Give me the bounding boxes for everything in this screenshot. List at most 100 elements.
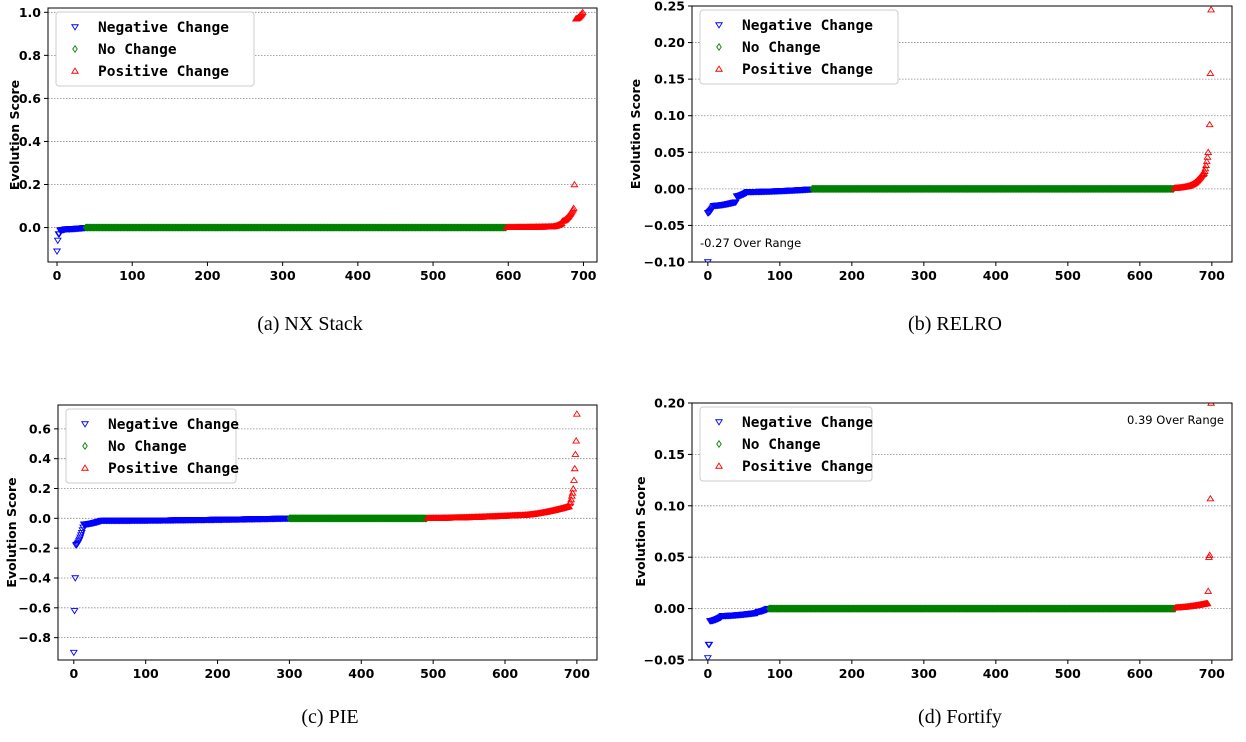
over-range-annotation: -0.27 Over Range: [700, 236, 801, 250]
legend-entry: Positive Change: [742, 62, 873, 78]
series-positive: [502, 8, 587, 231]
data-point: [567, 495, 576, 503]
chart-panel-4: −0.05 0.00 0.05 0.10 0.15 0.20 0 100 200 300 400 50…: [633, 396, 1233, 728]
panel-caption: (b) RELRO: [908, 313, 1002, 335]
data-point: [1207, 403, 1216, 406]
y-axis-label: Evolution Score: [628, 79, 643, 189]
y-tick-label: 0.10: [654, 108, 685, 123]
y-tick-label: 0.00: [654, 601, 685, 616]
data-point: [70, 608, 79, 615]
x-tick-label: 300: [276, 666, 302, 681]
y-tick-label: 0.10: [654, 498, 685, 513]
y-tick-label: 0.00: [654, 181, 685, 196]
data-point: [77, 529, 86, 537]
legend: [699, 406, 873, 482]
y-tick-label: 0.6: [29, 421, 51, 436]
x-tick-label: 300: [270, 268, 296, 283]
x-tick-label: 100: [767, 268, 793, 283]
x-tick-label: 100: [767, 666, 793, 681]
legend-marker: [70, 24, 80, 31]
data-point: [731, 199, 740, 206]
data-point: [1204, 553, 1213, 560]
y-tick-label: 0.05: [654, 550, 685, 565]
axes-frame: [57, 404, 598, 661]
legend-marker: [714, 419, 724, 426]
legend-marker: [72, 45, 78, 53]
chart-panel-3: −0.8 −0.6 −0.4 −0.2 0.0 0.2 0.4 0.6 0 100 200 300 40…: [4, 404, 598, 728]
y-tick-label: 0.15: [654, 72, 685, 87]
data-point: [703, 655, 712, 660]
y-tick-label: −0.10: [644, 255, 686, 270]
y-tick-label: 0.2: [29, 481, 51, 496]
x-tick-label: 200: [839, 268, 865, 283]
x-tick-label: 500: [1055, 268, 1081, 283]
y-tick-label: 0.0: [29, 511, 51, 526]
y-axis-label: Evolution Score: [4, 477, 19, 587]
data-point: [569, 476, 579, 483]
data-points: [53, 8, 587, 255]
chart-panel-2: −0.10 −0.05 0.00 0.05 0.10 0.15 0.20 0.25 0 100 20…: [628, 0, 1233, 335]
x-tick-label: 700: [1199, 666, 1225, 681]
x-tick-label: 0: [69, 666, 78, 681]
data-point: [705, 641, 714, 649]
y-tick-label: 0.20: [654, 35, 685, 50]
data-points: [703, 403, 1216, 660]
panel-caption: (d) Fortify: [918, 706, 1002, 728]
y-tick-label: 0.05: [654, 145, 685, 160]
data-point: [1207, 6, 1216, 13]
legend-entry: Negative Change: [742, 18, 873, 34]
series-nochange: [766, 604, 1178, 613]
series-negative: [703, 186, 816, 262]
x-tick-label: 100: [119, 268, 145, 283]
y-tick-label: 0.25: [654, 0, 685, 14]
axes-frame: [47, 7, 598, 263]
data-point: [78, 527, 87, 534]
legend-marker: [714, 65, 724, 72]
legend-marker: [70, 67, 80, 74]
x-tick-label: 0: [703, 268, 712, 283]
data-point: [578, 8, 587, 15]
data-point: [569, 204, 578, 211]
legend-entry: Positive Change: [98, 64, 229, 80]
x-tick-label: 500: [420, 268, 446, 283]
x-tick-label: 200: [839, 666, 865, 681]
legend-entry: Positive Change: [742, 459, 873, 475]
legend-marker: [80, 464, 90, 471]
data-point: [703, 259, 712, 262]
data-point: [571, 450, 580, 457]
y-tick-label: 0.15: [654, 447, 685, 462]
y-tick-label: 0.4: [19, 134, 41, 149]
over-range-annotation: 0.39 Over Range: [1127, 413, 1224, 427]
data-point: [53, 237, 62, 245]
data-point: [1202, 161, 1211, 168]
y-tick-label: −0.8: [18, 630, 51, 645]
series-negative: [703, 605, 773, 660]
data-point: [570, 180, 579, 188]
y-tick-label: −0.6: [18, 600, 51, 615]
data-point: [1204, 587, 1213, 594]
x-tick-label: 700: [564, 666, 590, 681]
series-nochange: [82, 223, 509, 232]
data-point: [1204, 148, 1213, 155]
legend-marker: [716, 440, 722, 448]
legend-entry: No Change: [742, 40, 821, 56]
y-tick-label: 0.20: [654, 396, 685, 411]
legend-entry: No Change: [108, 439, 187, 455]
series-nochange: [809, 184, 1177, 193]
x-tick-label: 400: [983, 666, 1009, 681]
legend-entry: No Change: [742, 437, 821, 453]
data-point: [1205, 120, 1214, 128]
x-tick-label: 400: [348, 666, 374, 681]
data-points: [69, 410, 581, 657]
data-point: [76, 534, 85, 542]
data-point: [1203, 599, 1212, 607]
series-negative: [69, 515, 293, 657]
series-nochange: [286, 514, 430, 523]
series-positive: [1171, 403, 1216, 611]
x-tick-label: 400: [983, 268, 1009, 283]
axes-frame: [691, 5, 1233, 263]
y-tick-label: 0.8: [19, 48, 41, 63]
series-positive: [423, 410, 581, 521]
data-point: [1202, 157, 1211, 165]
